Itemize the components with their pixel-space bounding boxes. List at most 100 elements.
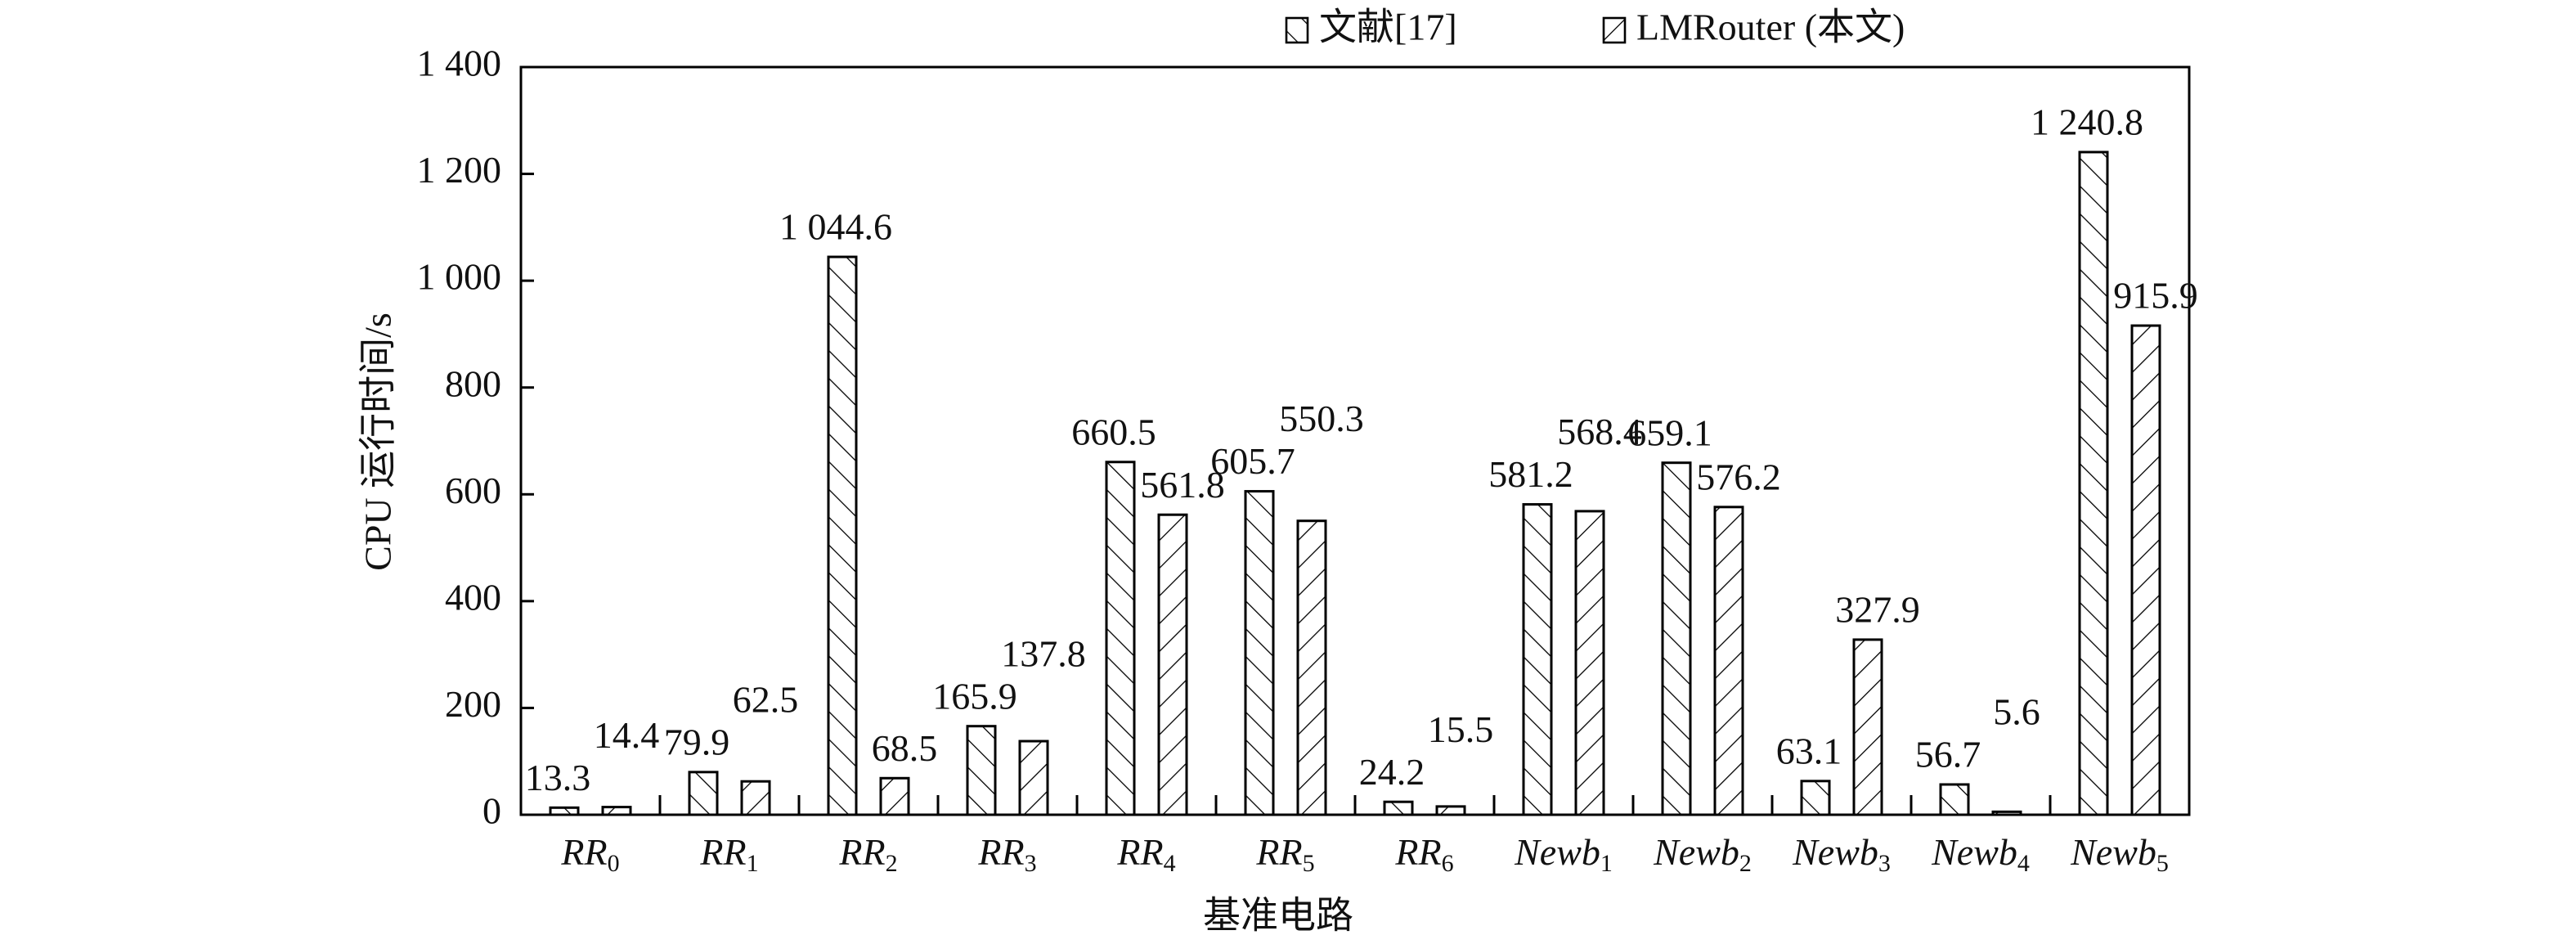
value-label: 1 044.6 [779,206,892,248]
bar [1296,519,1327,816]
y-tick-label: 200 [445,683,501,725]
x-tick-label-sub: 4 [1164,850,1176,877]
value-label: 14.4 [594,714,660,756]
legend-label: LMRouter (本文) [1636,7,1905,48]
value-label: 915.9 [2113,275,2198,317]
bar [1661,461,1692,816]
x-tick-label: RR1 [699,831,758,877]
x-tick-label-base: Newb [1653,831,1739,873]
x-tick-label-base: RR [1255,831,1302,873]
bar [966,725,997,816]
y-tick-label: 400 [445,576,501,618]
legend-swatch [1285,16,1309,44]
x-tick-label-sub: 5 [2156,850,2169,877]
x-tick-label-sub: 5 [1303,850,1315,877]
x-tick-label-base: RR [977,831,1024,873]
value-label: 13.3 [525,757,591,798]
bar [2078,151,2109,816]
y-tick-label: 800 [445,362,501,404]
x-tick-label-base: RR [699,831,746,873]
bar [2130,324,2161,816]
x-tick-label-sub: 4 [2017,850,2030,877]
value-label: 581.2 [1488,453,1573,495]
x-tick-label: RR5 [1255,831,1314,877]
value-label: 660.5 [1071,411,1156,452]
y-axis-title: CPU 运行时间/s [357,312,399,571]
bar [1522,503,1553,816]
value-label: 605.7 [1210,440,1295,482]
x-tick-label-base: Newb [1514,831,1600,873]
y-tick-label: 600 [445,470,501,511]
x-tick-label: Newb1 [1514,831,1613,877]
x-tick-label-sub: 1 [747,850,759,877]
bar [1574,510,1605,816]
x-tick-label: RR0 [560,831,619,877]
x-tick-label-base: Newb [1792,831,1878,873]
value-label: 24.2 [1359,751,1425,793]
bar [1713,506,1744,816]
bar [1244,490,1275,816]
value-label: 1 240.8 [2031,101,2143,142]
bar [1991,810,2022,816]
bar [1157,513,1188,816]
value-label: 56.7 [1915,734,1981,775]
value-label: 63.1 [1776,730,1842,771]
value-label: 568.4 [1557,411,1642,452]
value-label: 165.9 [932,675,1017,717]
x-axis-title: 基准电路 [1203,895,1353,937]
x-tick-label-sub: 2 [1739,850,1752,877]
x-tick-label: RR4 [1116,831,1175,877]
x-tick-label: RR3 [977,831,1036,877]
legend-swatch [1602,16,1627,44]
x-tick-label-base: RR [1394,831,1441,873]
y-tick-label: 1 000 [417,256,502,298]
value-label: 5.6 [1993,691,2040,733]
x-tick-label-sub: 0 [608,850,620,877]
x-tick-label: Newb4 [1931,831,2030,877]
bar [1435,805,1466,816]
bar [1105,461,1136,816]
x-tick-label-sub: 6 [1442,850,1454,877]
bar [1939,783,1970,816]
value-label: 561.8 [1140,464,1225,506]
x-tick-label-sub: 1 [1600,850,1613,877]
x-tick-label-sub: 3 [1878,850,1891,877]
x-tick-label-sub: 3 [1025,850,1037,877]
x-tick-label: Newb3 [1792,831,1891,877]
bar [1018,739,1049,816]
y-tick-label: 0 [482,790,501,832]
bar [549,806,580,816]
value-label: 327.9 [1835,588,1920,630]
value-label: 659.1 [1627,411,1712,453]
x-tick-label-base: RR [1116,831,1163,873]
x-tick-label: RR6 [1394,831,1453,877]
value-label: 15.5 [1428,708,1494,750]
value-label: 62.5 [733,678,799,720]
x-tick-label-base: RR [560,831,607,873]
x-tick-label: Newb2 [1653,831,1752,877]
bar [601,806,632,816]
bar [879,776,910,816]
x-tick-label-base: RR [838,831,885,873]
x-tick-label-sub: 2 [886,850,898,877]
value-label: 137.8 [1001,632,1086,674]
y-tick-label: 1 200 [417,149,502,191]
x-tick-label: Newb5 [2070,831,2169,877]
bar [688,771,719,816]
x-tick-label: RR2 [838,831,897,877]
bar [1383,800,1414,816]
value-label: 79.9 [664,721,730,762]
legend-label: 文献[17] [1319,7,1457,48]
bar [1800,780,1831,816]
x-tick-label-base: Newb [2070,831,2156,873]
value-label: 576.2 [1696,456,1781,497]
value-label: 68.5 [872,727,938,769]
value-label: 550.3 [1279,398,1364,439]
y-tick-label: 1 400 [417,43,502,84]
bar [1852,638,1883,816]
bar [740,780,771,816]
x-tick-label-base: Newb [1931,831,2017,873]
bar [827,255,858,816]
